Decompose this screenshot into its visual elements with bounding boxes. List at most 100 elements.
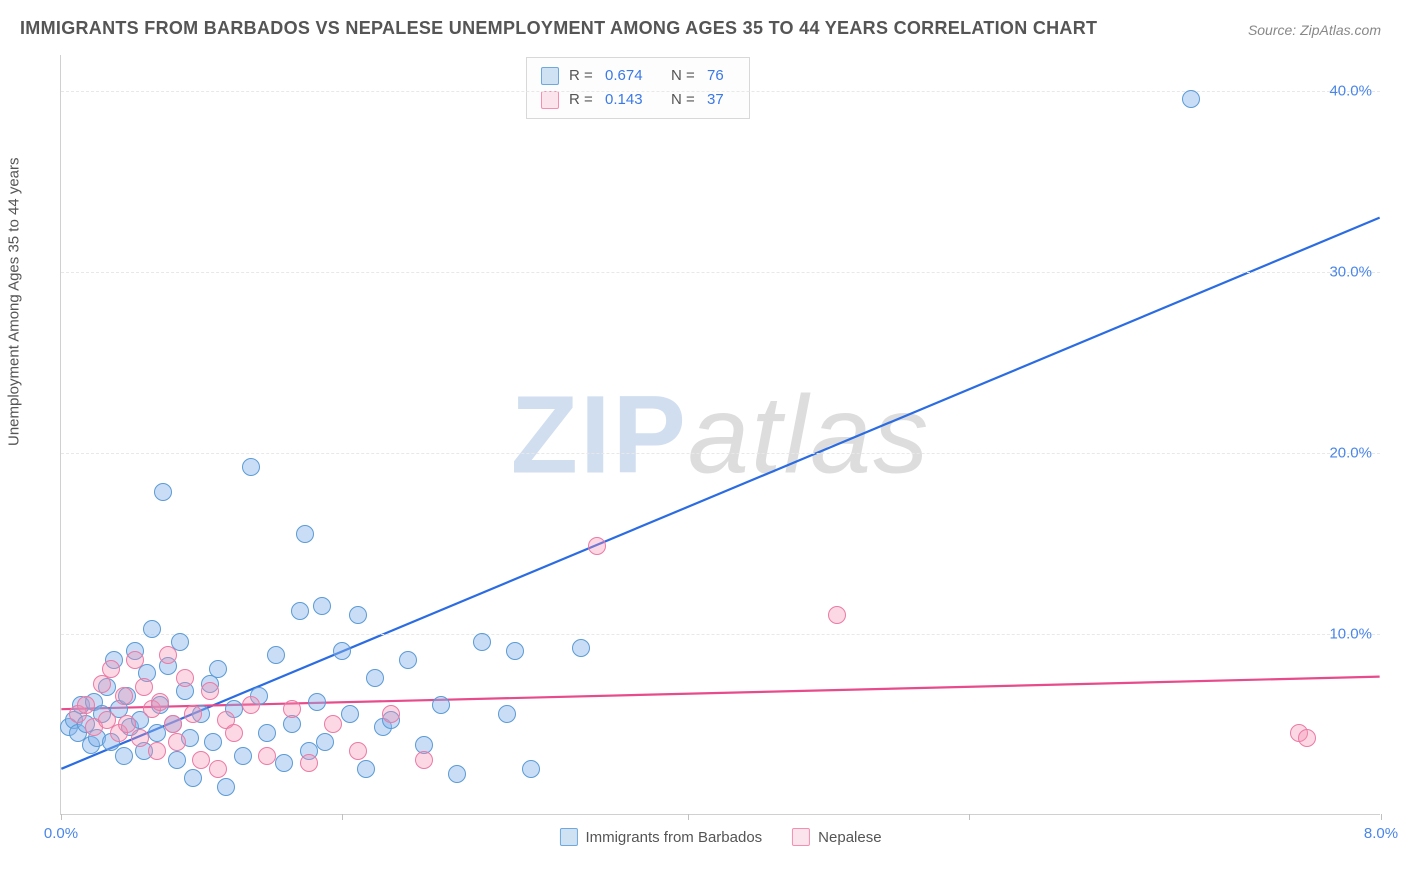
data-point [176, 669, 194, 687]
data-point [148, 742, 166, 760]
data-point [324, 715, 342, 733]
data-point [349, 742, 367, 760]
data-point [154, 483, 172, 501]
y-axis-label: Unemployment Among Ages 35 to 44 years [6, 157, 23, 446]
watermark-zip: ZIP [511, 373, 688, 496]
data-point [341, 705, 359, 723]
x-tick-label: 8.0% [1364, 825, 1398, 842]
data-point [399, 651, 417, 669]
y-tick-label: 20.0% [1329, 445, 1372, 462]
data-point [135, 678, 153, 696]
data-point [357, 760, 375, 778]
data-point [209, 660, 227, 678]
gridline [61, 453, 1380, 454]
plot-area: ZIPatlas R = 0.674 N = 76 R = 0.143 N = … [60, 55, 1380, 815]
data-point [366, 669, 384, 687]
data-point [498, 705, 516, 723]
data-point [316, 733, 334, 751]
data-point [115, 687, 133, 705]
legend-label-barbados: Immigrants from Barbados [585, 829, 762, 846]
data-point [300, 754, 318, 772]
legend-label-nepalese: Nepalese [818, 829, 881, 846]
x-tick [1381, 814, 1382, 820]
data-point [415, 751, 433, 769]
data-point [296, 525, 314, 543]
data-point [432, 696, 450, 714]
data-point [225, 724, 243, 742]
watermark: ZIPatlas [511, 371, 930, 498]
swatch-pink-icon [541, 91, 559, 109]
data-point [151, 693, 169, 711]
data-point [192, 751, 210, 769]
data-point [572, 639, 590, 657]
data-point [242, 458, 260, 476]
n-value-barbados: 76 [707, 64, 735, 88]
data-point [313, 597, 331, 615]
data-point [184, 769, 202, 787]
data-point [382, 705, 400, 723]
data-point [131, 729, 149, 747]
gridline [61, 272, 1380, 273]
n-label: N = [671, 64, 697, 88]
y-tick-label: 10.0% [1329, 626, 1372, 643]
data-point [588, 537, 606, 555]
gridline [61, 91, 1380, 92]
series-legend: Immigrants from Barbados Nepalese [559, 828, 881, 846]
data-point [828, 606, 846, 624]
data-point [1182, 90, 1200, 108]
x-tick [61, 814, 62, 820]
r-value-barbados: 0.674 [605, 64, 661, 88]
data-point [159, 646, 177, 664]
data-point [126, 651, 144, 669]
data-point [168, 733, 186, 751]
data-point [143, 620, 161, 638]
legend-item-barbados: Immigrants from Barbados [559, 828, 762, 846]
data-point [522, 760, 540, 778]
x-tick [342, 814, 343, 820]
gridline [61, 634, 1380, 635]
data-point [242, 696, 260, 714]
data-point [308, 693, 326, 711]
data-point [448, 765, 466, 783]
data-point [258, 747, 276, 765]
data-point [275, 754, 293, 772]
data-point [102, 660, 120, 678]
r-label: R = [569, 64, 595, 88]
data-point [115, 747, 133, 765]
trendline [61, 218, 1379, 769]
data-point [291, 602, 309, 620]
data-point [204, 733, 222, 751]
data-point [201, 682, 219, 700]
x-tick [688, 814, 689, 820]
data-point [184, 705, 202, 723]
swatch-blue-icon [541, 67, 559, 85]
data-point [148, 724, 166, 742]
data-point [1298, 729, 1316, 747]
legend-row-barbados: R = 0.674 N = 76 [541, 64, 735, 88]
data-point [473, 633, 491, 651]
source-attribution: Source: ZipAtlas.com [1248, 22, 1381, 38]
data-point [234, 747, 252, 765]
data-point [283, 700, 301, 718]
data-point [209, 760, 227, 778]
data-point [118, 715, 136, 733]
data-point [168, 751, 186, 769]
chart-title: IMMIGRANTS FROM BARBADOS VS NEPALESE UNE… [20, 18, 1097, 39]
data-point [77, 696, 95, 714]
data-point [164, 715, 182, 733]
y-tick-label: 40.0% [1329, 83, 1372, 100]
data-point [349, 606, 367, 624]
x-tick-label: 0.0% [44, 825, 78, 842]
watermark-atlas: atlas [688, 373, 930, 496]
swatch-pink-icon [792, 828, 810, 846]
y-tick-label: 30.0% [1329, 264, 1372, 281]
swatch-blue-icon [559, 828, 577, 846]
data-point [267, 646, 285, 664]
legend-item-nepalese: Nepalese [792, 828, 881, 846]
data-point [217, 778, 235, 796]
correlation-legend: R = 0.674 N = 76 R = 0.143 N = 37 [526, 57, 750, 119]
data-point [258, 724, 276, 742]
data-point [506, 642, 524, 660]
x-tick [969, 814, 970, 820]
data-point [333, 642, 351, 660]
